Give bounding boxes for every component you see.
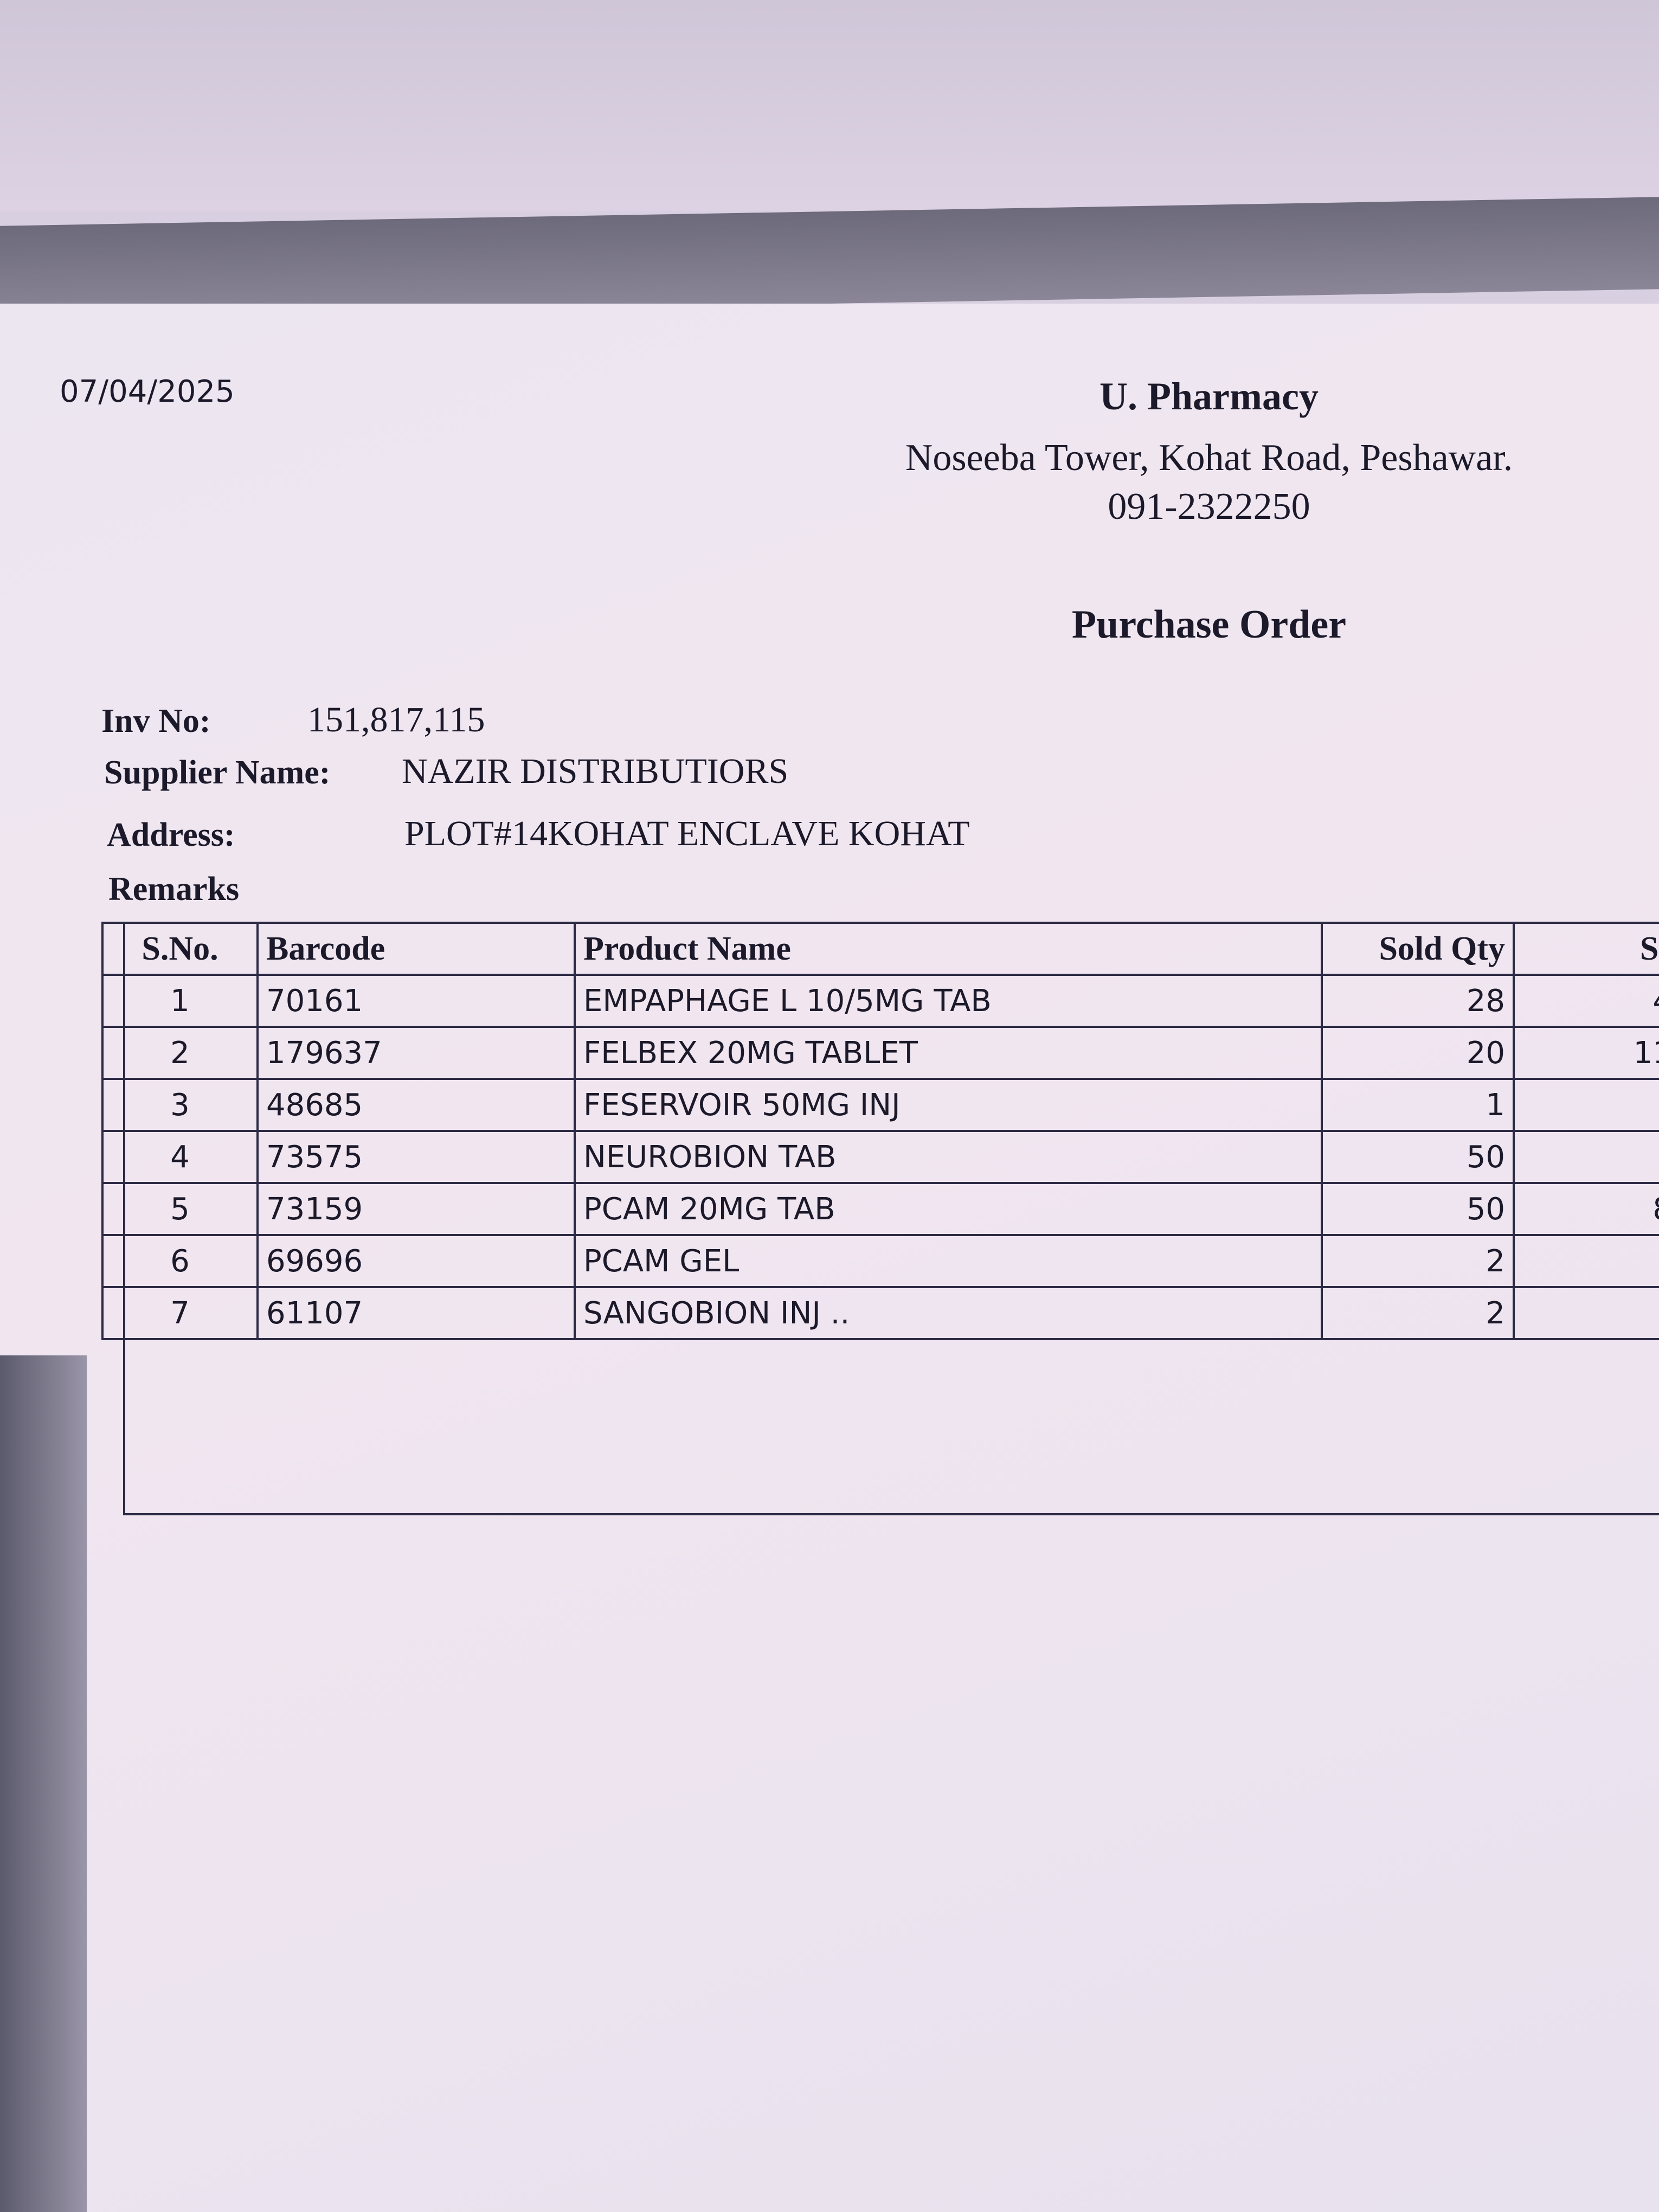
table-cell: 3 (101, 1078, 259, 1132)
table-cell: 80.0 (1513, 1182, 1659, 1236)
field-label: Remarks (108, 871, 240, 908)
field-value: 151,817,115 (307, 700, 485, 740)
table-cell: 1 (101, 974, 259, 1028)
title-bar (0, 197, 1659, 318)
table-cell: 69696 (256, 1234, 576, 1288)
column-header: Stock (1513, 922, 1659, 976)
table-cell: 70161 (256, 974, 576, 1028)
table-cell: EMPAPHAGE L 10/5MG TAB (574, 974, 1323, 1028)
column-header: Sold Qty (1321, 922, 1515, 976)
table-cell: 110.0 (1513, 1026, 1659, 1080)
field-label: Supplier Name: (104, 754, 331, 791)
table-cell: 7 (101, 1286, 259, 1340)
company-phone: 091-2322250 (1108, 486, 1310, 528)
table-cell: 1.0 (1513, 1078, 1659, 1132)
company-name: U. Pharmacy (1099, 375, 1319, 418)
table-cell: 42.0 (1513, 974, 1659, 1028)
table-cell: 2 (1321, 1234, 1515, 1288)
table-cell: 20 (1321, 1026, 1515, 1080)
table-cell: FELBEX 20MG TABLET (574, 1026, 1323, 1080)
table-cell: PCAM GEL (574, 1234, 1323, 1288)
table-cell: 5 (101, 1182, 259, 1236)
table-cell: 4 (101, 1130, 259, 1184)
table-cell: 3.0 (1513, 1234, 1659, 1288)
window-top (0, 0, 1659, 211)
document-title: Purchase Order (1071, 602, 1347, 647)
table-cell: 1.0 (1513, 1286, 1659, 1340)
table-cell: FESERVOIR 50MG INJ (574, 1078, 1323, 1132)
column-header: Product Name (574, 922, 1323, 976)
table-cell: PCAM 20MG TAB (574, 1182, 1323, 1236)
column-header: S.No. (101, 922, 259, 976)
column-header: Barcode (256, 922, 576, 976)
field-value: NAZIR DISTRIBUTIORS (402, 751, 789, 791)
field-label: Inv No: (101, 703, 211, 740)
table-cell: SANGOBION INJ .. (574, 1286, 1323, 1340)
company-address: Noseeba Tower, Kohat Road, Peshawar. (905, 437, 1513, 479)
table-cell: 6 (101, 1234, 259, 1288)
field-value: PLOT#14KOHAT ENCLAVE KOHAT (404, 814, 970, 853)
screen-bezel (0, 1355, 87, 2212)
table-cell: 179637 (256, 1026, 576, 1080)
table-cell: 50 (1321, 1130, 1515, 1184)
table-cell: 50 (1321, 1182, 1515, 1236)
table-cell: 2 (1321, 1286, 1515, 1340)
field-label: Address: (107, 816, 235, 853)
table-cell: 28 (1321, 974, 1515, 1028)
table-cell: 73575 (256, 1130, 576, 1184)
table-cell: 1 (1321, 1078, 1515, 1132)
table-cell: 48685 (256, 1078, 576, 1132)
table-cell: 73159 (256, 1182, 576, 1236)
date: 07/04/2025 (60, 374, 235, 409)
table-cell: 0.0 (1513, 1130, 1659, 1184)
table-cell: 61107 (256, 1286, 576, 1340)
table-cell: NEUROBION TAB (574, 1130, 1323, 1184)
table-cell: 2 (101, 1026, 259, 1080)
